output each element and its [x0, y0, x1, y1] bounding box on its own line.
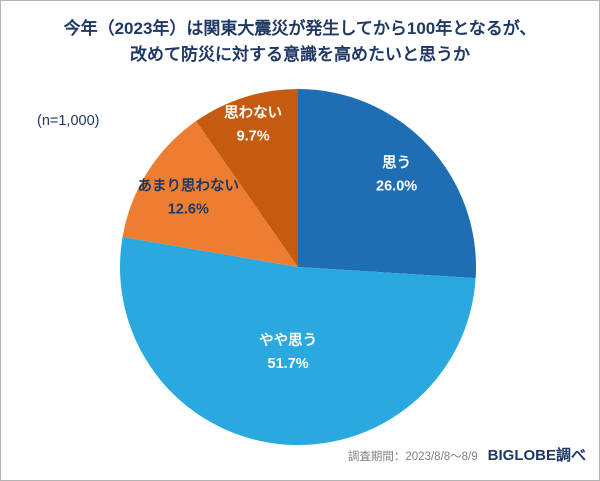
chart-title-line-1: 今年（2023年）は関東大震災が発生してから100年となるが、: [63, 19, 537, 38]
pie-slice-0: [298, 89, 477, 279]
chart-title: 今年（2023年）は関東大震災が発生してから100年となるが、 改めて防災に対す…: [1, 16, 599, 69]
pie-slice-label-0: 思う 26.0%: [376, 154, 417, 194]
pie-slice-label-3: 思わない 9.7%: [224, 104, 282, 144]
survey-period-label: 調査期間：2023/8/8～8/9: [347, 451, 478, 463]
pie-slice-2: [122, 121, 298, 267]
sample-size-label: (n=1,000): [37, 113, 100, 129]
source-credit-label: BIGLOBE調べ: [487, 447, 586, 464]
chart-title-line-2: 改めて防災に対する意識を高めたいと思うか: [130, 45, 470, 65]
pie-slice-3: [196, 89, 298, 267]
chart-footer: 調査期間：2023/8/8～8/9 BIGLOBE調べ: [348, 444, 586, 465]
pie-slice-1: [119, 236, 476, 446]
pie-slice-label-2: あまり思わない 12.6%: [138, 177, 240, 217]
pie-slice-label-1: やや思う 51.7%: [259, 332, 317, 372]
